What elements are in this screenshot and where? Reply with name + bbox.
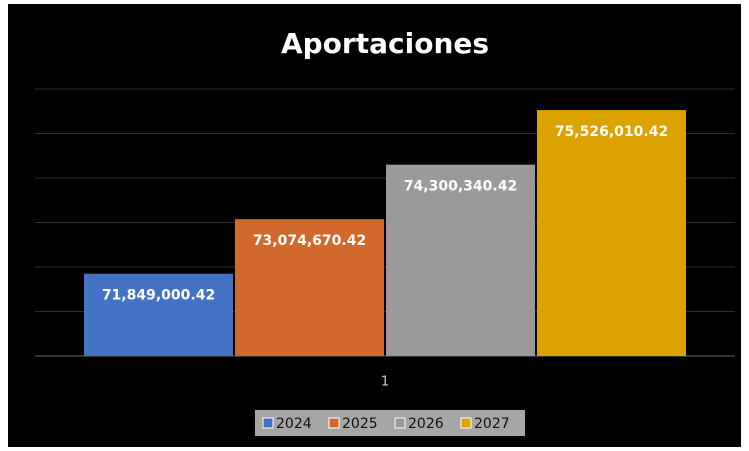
legend-swatch: [460, 417, 472, 429]
legend-swatch: [262, 417, 274, 429]
legend-label: 2026: [408, 416, 444, 432]
legend-label: 2027: [474, 416, 510, 432]
legend-swatch: [328, 417, 340, 429]
data-label: 71,849,000.42: [102, 288, 215, 304]
chart-title: Aportaciones: [281, 27, 489, 60]
data-label: 74,300,340.42: [404, 179, 517, 195]
bar: [386, 164, 535, 356]
legend-label: 2025: [342, 416, 378, 432]
legend-background: [255, 410, 525, 436]
data-label: 73,074,670.42: [253, 233, 366, 249]
bar: [537, 110, 686, 357]
legend-swatch: [394, 417, 406, 429]
bar: [235, 219, 384, 356]
legend-label: 2024: [276, 416, 312, 432]
x-tick-label: 1: [381, 375, 389, 390]
bar: [84, 273, 233, 356]
data-label: 75,526,010.42: [555, 124, 668, 140]
